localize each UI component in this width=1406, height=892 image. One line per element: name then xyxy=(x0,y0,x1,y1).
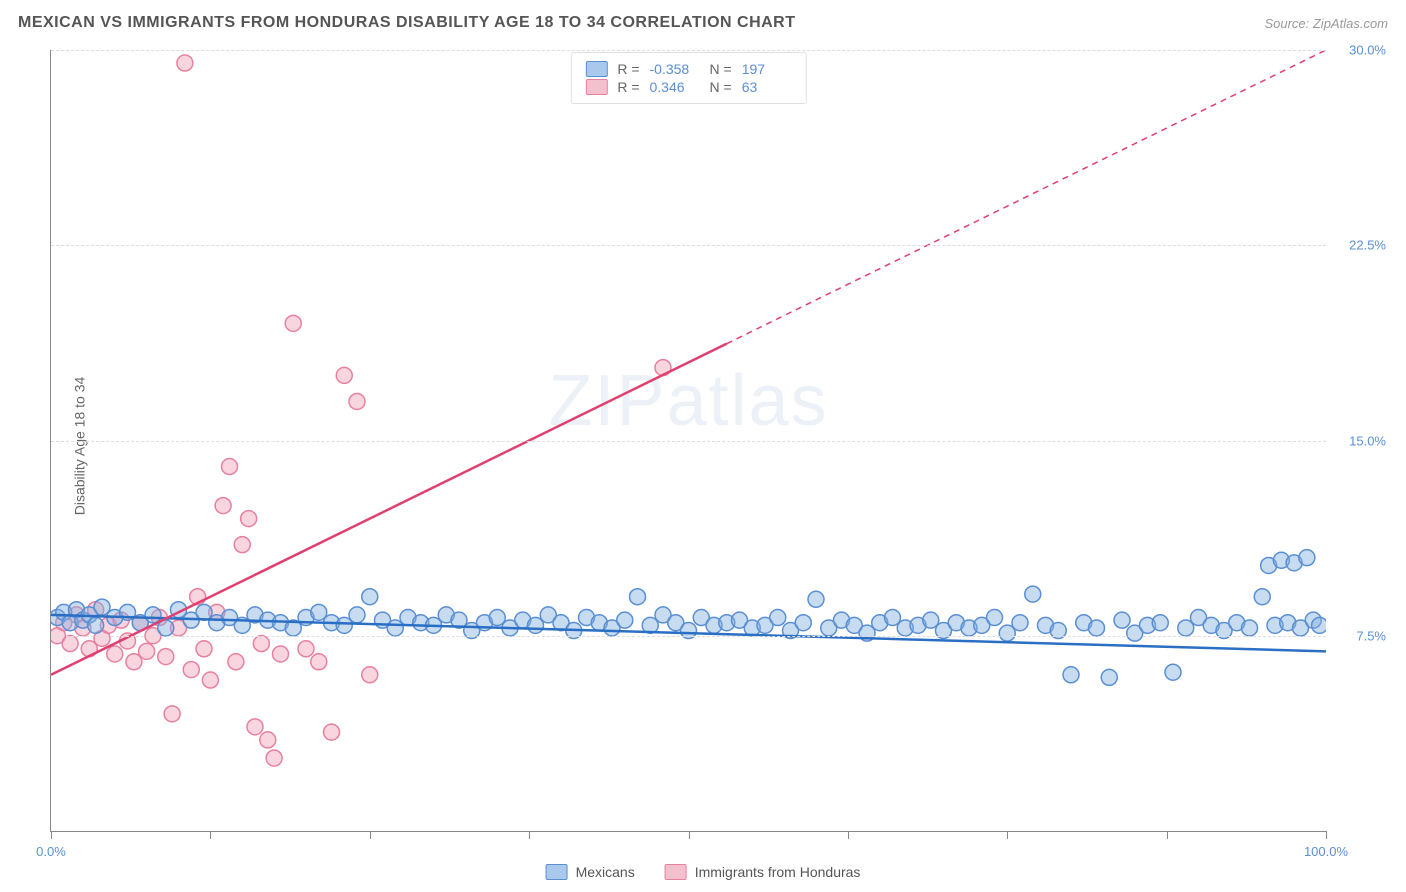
stat-row-mexicans: R = -0.358 N = 197 xyxy=(585,61,791,77)
legend-swatch-mexicans xyxy=(546,864,568,880)
swatch-honduras xyxy=(585,79,607,95)
n-label: N = xyxy=(710,79,732,95)
n-value-honduras: 63 xyxy=(742,79,792,95)
correlation-stats-box: R = -0.358 N = 197 R = 0.346 N = 63 xyxy=(570,52,806,104)
legend-label-mexicans: Mexicans xyxy=(576,864,635,880)
r-label: R = xyxy=(617,61,639,77)
r-value-honduras: 0.346 xyxy=(650,79,700,95)
plot-area: ZIPatlas R = -0.358 N = 197 R = 0.346 N … xyxy=(50,50,1326,832)
legend-item-mexicans: Mexicans xyxy=(546,864,635,880)
n-value-mexicans: 197 xyxy=(742,61,792,77)
source-attribution: Source: ZipAtlas.com xyxy=(1264,16,1388,31)
legend-swatch-honduras xyxy=(665,864,687,880)
legend-item-honduras: Immigrants from Honduras xyxy=(665,864,861,880)
r-label: R = xyxy=(617,79,639,95)
bottom-legend: Mexicans Immigrants from Honduras xyxy=(546,864,861,880)
r-value-mexicans: -0.358 xyxy=(650,61,700,77)
watermark: ZIPatlas xyxy=(548,360,828,442)
n-label: N = xyxy=(710,61,732,77)
chart-title: MEXICAN VS IMMIGRANTS FROM HONDURAS DISA… xyxy=(18,14,796,32)
stat-row-honduras: R = 0.346 N = 63 xyxy=(585,79,791,95)
swatch-mexicans xyxy=(585,61,607,77)
legend-label-honduras: Immigrants from Honduras xyxy=(695,864,861,880)
